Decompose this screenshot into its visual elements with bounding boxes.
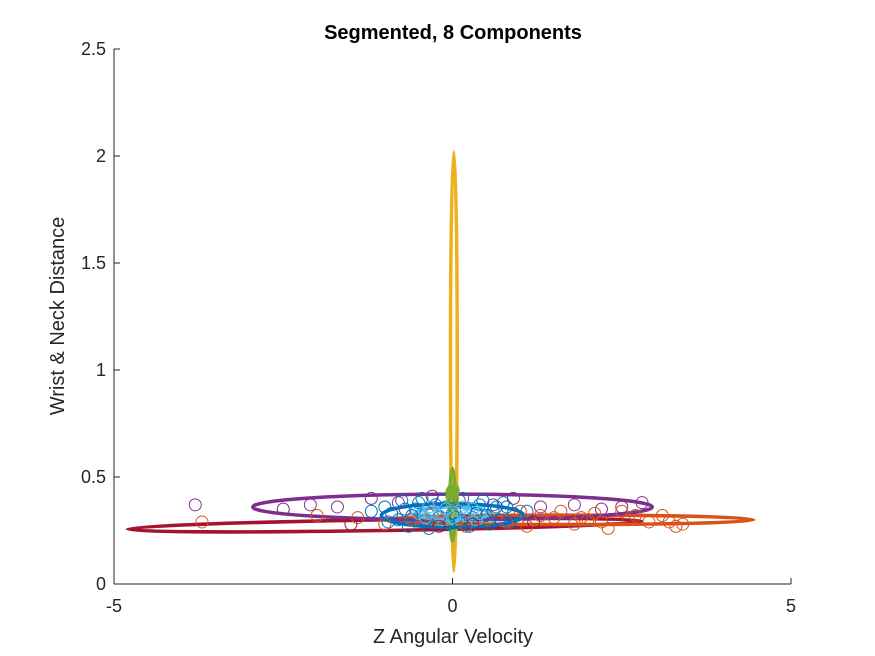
y-tick-label: 0 — [96, 574, 106, 594]
scatter-point — [676, 517, 690, 531]
y-tick-label: 1 — [96, 360, 106, 380]
scatter-point — [574, 511, 588, 525]
tick-layer: -5 0 500.511.522.5 — [81, 39, 796, 616]
scatter-point — [527, 515, 541, 529]
scatter-point — [469, 513, 483, 527]
x-axis-label: Z Angular Velocity — [373, 626, 533, 648]
scatter-point — [601, 521, 615, 535]
scatter-point — [344, 517, 358, 531]
x-tick-label: 0 — [447, 596, 457, 616]
scatter-point — [554, 504, 568, 518]
scatter-point — [378, 517, 392, 531]
scatter-point — [452, 504, 466, 518]
scatter-point — [276, 502, 290, 516]
x-tick-label: -5 — [106, 596, 122, 616]
scatter-point — [391, 513, 405, 527]
scatter-point — [490, 500, 504, 514]
scatter-point — [534, 500, 548, 514]
y-tick-label: 2 — [96, 146, 106, 166]
scatter-point — [615, 500, 629, 514]
scatter-point — [622, 513, 636, 527]
scatter-point — [628, 509, 642, 523]
y-tick-label: 1.5 — [81, 253, 106, 273]
scatter-point — [473, 498, 487, 512]
scatter-point — [669, 519, 683, 533]
scatter-point — [459, 519, 473, 533]
scatter-point — [520, 519, 534, 533]
scatter-point — [395, 494, 409, 508]
scatter-point — [364, 504, 378, 518]
scatter-point — [466, 517, 480, 531]
scatter-point — [486, 504, 500, 518]
scatter-point — [310, 509, 324, 523]
scatter-point — [364, 491, 378, 505]
x-tick-label: 5 — [786, 596, 796, 616]
scatter-point — [408, 502, 422, 516]
scatter-point — [432, 519, 446, 533]
y-tick-label: 2.5 — [81, 39, 106, 59]
scatter-layer — [188, 483, 690, 535]
scatter-point — [425, 504, 439, 518]
scatter-point — [635, 496, 649, 510]
scatter-point — [381, 515, 395, 529]
scatter-point — [449, 511, 463, 525]
scatter-point — [615, 504, 629, 518]
scatter-point — [642, 515, 656, 529]
y-axis-label: Wrist & Neck Distance — [47, 217, 69, 416]
scatter-point — [188, 498, 202, 512]
scatter-point — [506, 506, 520, 520]
component-ellipse — [448, 149, 459, 573]
scatter-point — [513, 504, 527, 518]
scatter-point — [415, 491, 429, 505]
scatter-point — [195, 515, 209, 529]
scatter-point — [476, 494, 490, 508]
scatter-point — [422, 500, 436, 514]
scatter-point — [466, 511, 480, 525]
component-ellipse — [379, 502, 526, 530]
scatter-point — [594, 502, 608, 516]
chart-title: Segmented, 8 Components — [324, 22, 582, 44]
scatter-point — [500, 515, 514, 529]
scatter-point — [473, 506, 487, 520]
scatter-point — [483, 517, 497, 531]
scatter-point — [496, 496, 510, 510]
scatter-point — [435, 513, 449, 527]
centroid-point — [445, 484, 460, 499]
scatter-point — [412, 506, 426, 520]
scatter-point — [588, 506, 602, 520]
scatter-point — [503, 515, 517, 529]
scatter-point — [303, 498, 317, 512]
scatter-point — [401, 519, 415, 533]
scatter-point — [330, 500, 344, 514]
scatter-point — [662, 515, 676, 529]
scatter-point — [520, 504, 534, 518]
scatter-point — [567, 498, 581, 512]
y-tick-label: 0.5 — [81, 467, 106, 487]
